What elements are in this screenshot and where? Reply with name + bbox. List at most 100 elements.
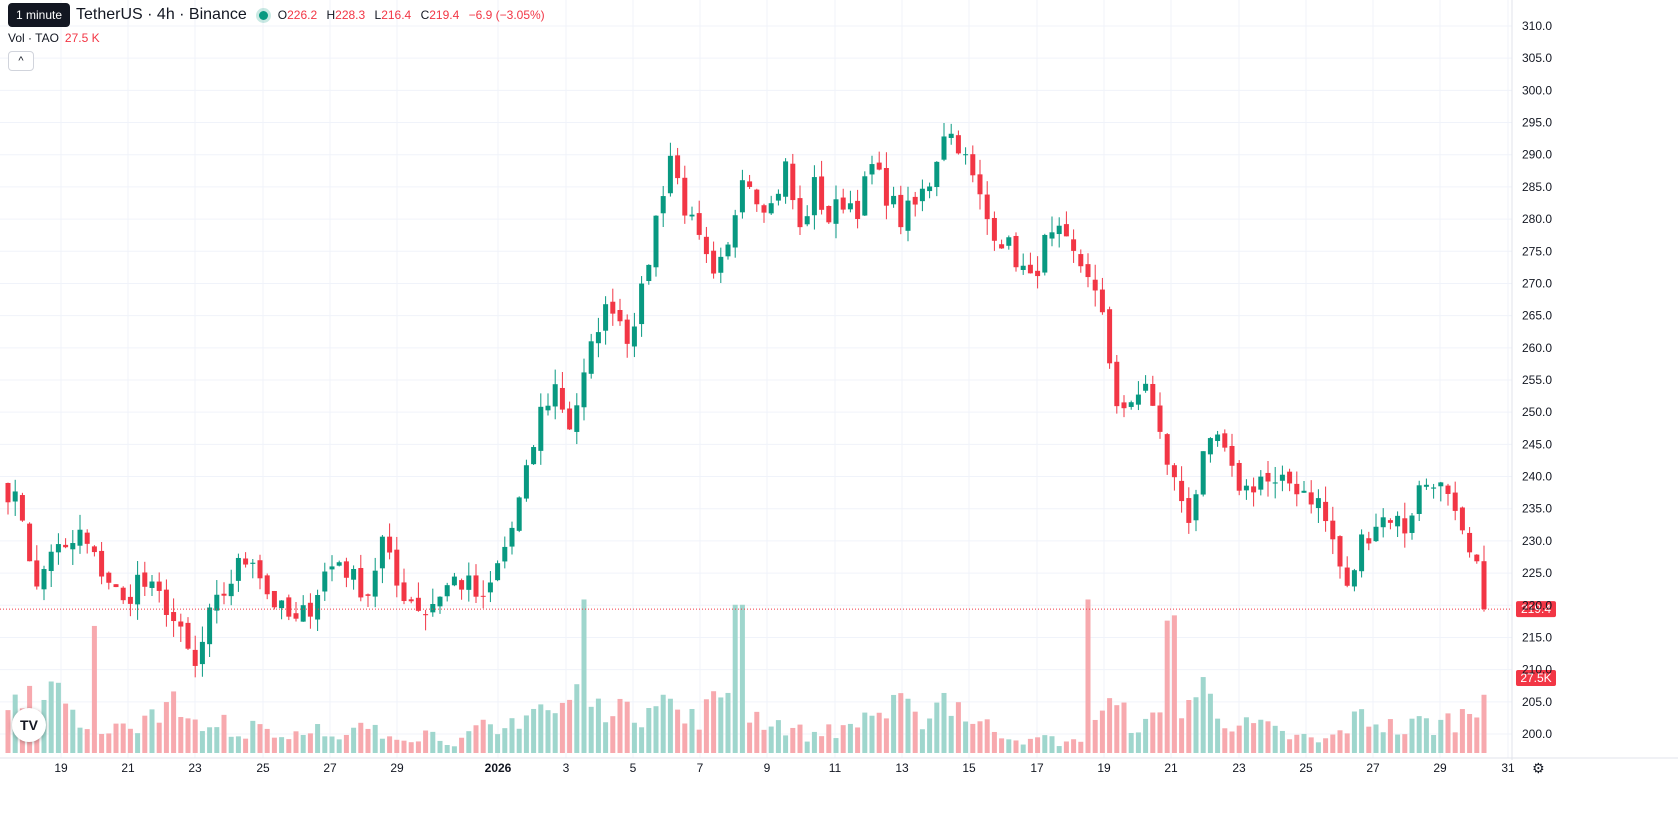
volume-value: 27.5 K [64,31,100,45]
volume-bar [1359,709,1365,753]
volume-bar [466,731,472,753]
time-tick-label: 5 [630,761,637,775]
high-value: 228.3 [335,8,366,22]
candle-body [1143,383,1149,391]
price-tick-label: 225.0 [1522,566,1552,580]
volume-bar [1063,741,1069,753]
time-tick-label: 9 [764,761,771,775]
legend-row: TetherUS · 4h · Binance O226.2 H228.3 L2… [8,6,551,24]
candle-body [55,544,61,553]
candle-body [1071,239,1077,251]
volume-bar [869,715,875,753]
volume-bar [336,739,342,753]
volume-bar [1035,737,1041,753]
volume-bar [1107,698,1113,753]
time-tick-label: 3 [563,761,570,775]
candle-body [1459,507,1465,531]
candle-body [1351,570,1357,587]
volume-bar [271,737,277,753]
candle-body [790,163,796,201]
candle-body [559,387,565,410]
volume-bar [192,719,198,753]
volume-bar [329,736,335,753]
volume-bar [473,725,479,753]
volume-bar [1171,615,1177,753]
candle-body [811,177,817,216]
candle-body [257,560,263,579]
candle-body [1308,492,1314,505]
candle-body [1337,536,1343,567]
volume-bar [1344,733,1350,753]
candle-body [1467,532,1473,553]
candle-body [343,561,349,578]
gear-icon[interactable]: ⚙ [1532,760,1545,776]
volume-bar [675,709,681,753]
volume-bar [552,713,558,753]
candle-body [919,188,925,202]
candle-body [271,590,277,608]
candle-body [156,581,162,591]
candle-body [178,621,184,627]
candle-body [711,250,717,274]
candle-body [149,581,155,588]
candle-body [415,597,421,611]
volume-bar [941,692,947,753]
candle-body [437,596,443,607]
volume-bar [1474,717,1480,753]
candle-body [516,497,522,531]
volume-bar [1207,693,1213,753]
candle-body [351,568,357,580]
candle-body [1409,515,1415,533]
candle-body [127,596,133,604]
volume-bar [617,698,623,753]
last-price-line: 219.4 27.5K [0,601,1556,686]
candle-body [667,155,673,194]
price-tick-label: 255.0 [1522,373,1552,387]
candle-body [135,574,141,605]
volume-bar [991,731,997,753]
candle-body [1107,309,1113,364]
volume-bar [120,723,126,753]
symbol-title[interactable]: TetherUS · 4h · Binance [76,6,247,23]
candle-body [1431,487,1437,489]
volume-bar [1020,744,1026,753]
candle-body [538,406,544,451]
volume-bar [610,716,616,753]
volume-bar [480,719,486,753]
last-volume-label: 27.5K [1520,671,1551,685]
volume-bar [545,710,551,753]
price-tick-label: 305.0 [1522,51,1552,65]
volume-bar [1445,713,1451,753]
volume-bar [581,599,587,753]
candle-body [495,563,501,581]
tradingview-logo[interactable]: TV [12,708,46,742]
candle-body [466,575,472,590]
volume-bar [826,724,832,753]
volume-bar [127,728,133,753]
volume-bar [761,729,767,753]
candle-body [12,491,18,502]
candle-body [487,582,493,593]
volume-bar [358,722,364,753]
candle-body [567,408,573,430]
candle-body [955,135,961,154]
collapse-legend-button[interactable]: ^ [8,51,34,71]
volume-bar [595,698,601,753]
volume-bar [372,724,378,753]
candle-body [675,155,681,179]
volume-bar [1164,620,1170,753]
candle-body [1258,476,1264,490]
candle-body [322,571,328,592]
high-label: H [326,8,336,22]
candle-body [1092,279,1098,291]
candle-body [1236,462,1242,491]
price-axis: 310.0 305.0 300.0 295.0 290.0 285.0 280.0 275.0… [1522,19,1552,741]
volume-bar [646,708,652,753]
volume-bar [1294,734,1300,753]
candle-body [1272,482,1278,484]
volume-bar [351,727,357,753]
volume-bar [286,739,292,753]
volume-bar [631,722,637,753]
candle-body [1359,534,1365,572]
